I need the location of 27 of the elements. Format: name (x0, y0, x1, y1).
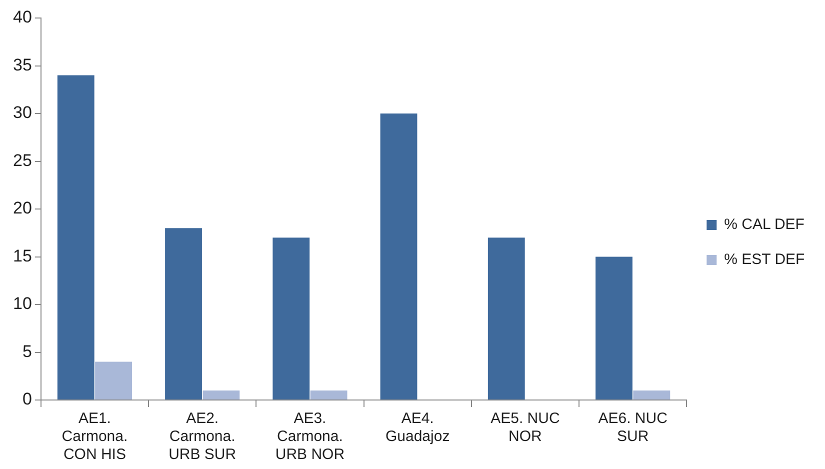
bar (310, 390, 348, 400)
x-tick-label: AE2. Carmona. URB SUR (168, 410, 236, 464)
y-tick-label: 40 (12, 8, 32, 27)
legend-label: % CAL DEF (724, 216, 804, 234)
y-tick-label: 15 (12, 246, 32, 266)
bar (633, 390, 670, 400)
x-tick-label: AE6. NUC SUR (598, 410, 668, 446)
bar (57, 75, 94, 400)
y-tick-label: 20 (12, 198, 32, 218)
bar (165, 228, 202, 400)
y-tick-label: 0 (22, 390, 32, 409)
bar (488, 238, 525, 400)
bar (202, 390, 240, 400)
y-tick-label: 5 (22, 342, 32, 361)
bar (596, 256, 632, 400)
x-tick-label: AE3. Carmona. URB NOR (275, 410, 345, 464)
bar (380, 114, 418, 400)
y-tick-label: 30 (12, 103, 32, 122)
legend-label: % EST DEF (724, 251, 805, 268)
x-tick-label: AE4. Guadajoz (385, 410, 450, 446)
bar (272, 238, 310, 400)
y-tick-label: 10 (12, 294, 32, 314)
bar (95, 362, 132, 400)
x-tick-label: AE1. Carmona. CON HIS (62, 410, 128, 464)
x-tick-label: AE5. NUC NOR (490, 410, 560, 446)
y-tick-label: 35 (12, 55, 32, 74)
y-tick-label: 25 (12, 150, 32, 170)
